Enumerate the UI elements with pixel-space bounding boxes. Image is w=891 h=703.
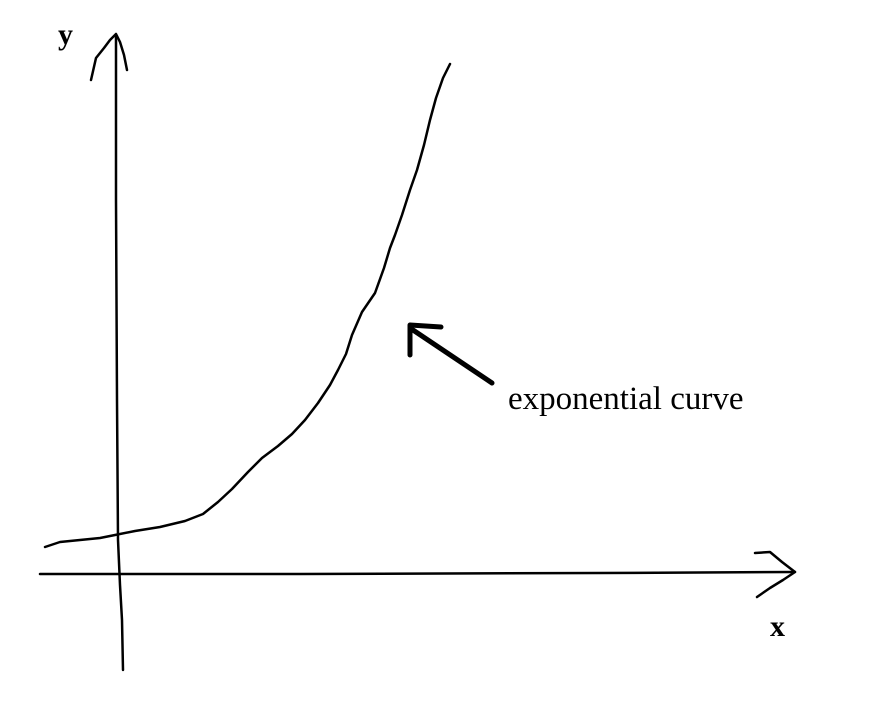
x-axis-arrowhead xyxy=(753,550,797,599)
y-axis xyxy=(114,34,125,672)
annotation-arrow xyxy=(407,325,495,386)
y-axis-label: y xyxy=(58,18,73,51)
exponential-curve xyxy=(43,62,452,549)
x-axis xyxy=(38,570,797,576)
y-axis-arrowhead xyxy=(89,32,129,82)
annotation-arrowhead xyxy=(407,322,444,358)
annotation-label: exponential curve xyxy=(508,381,743,417)
x-axis-label: x xyxy=(770,610,785,643)
